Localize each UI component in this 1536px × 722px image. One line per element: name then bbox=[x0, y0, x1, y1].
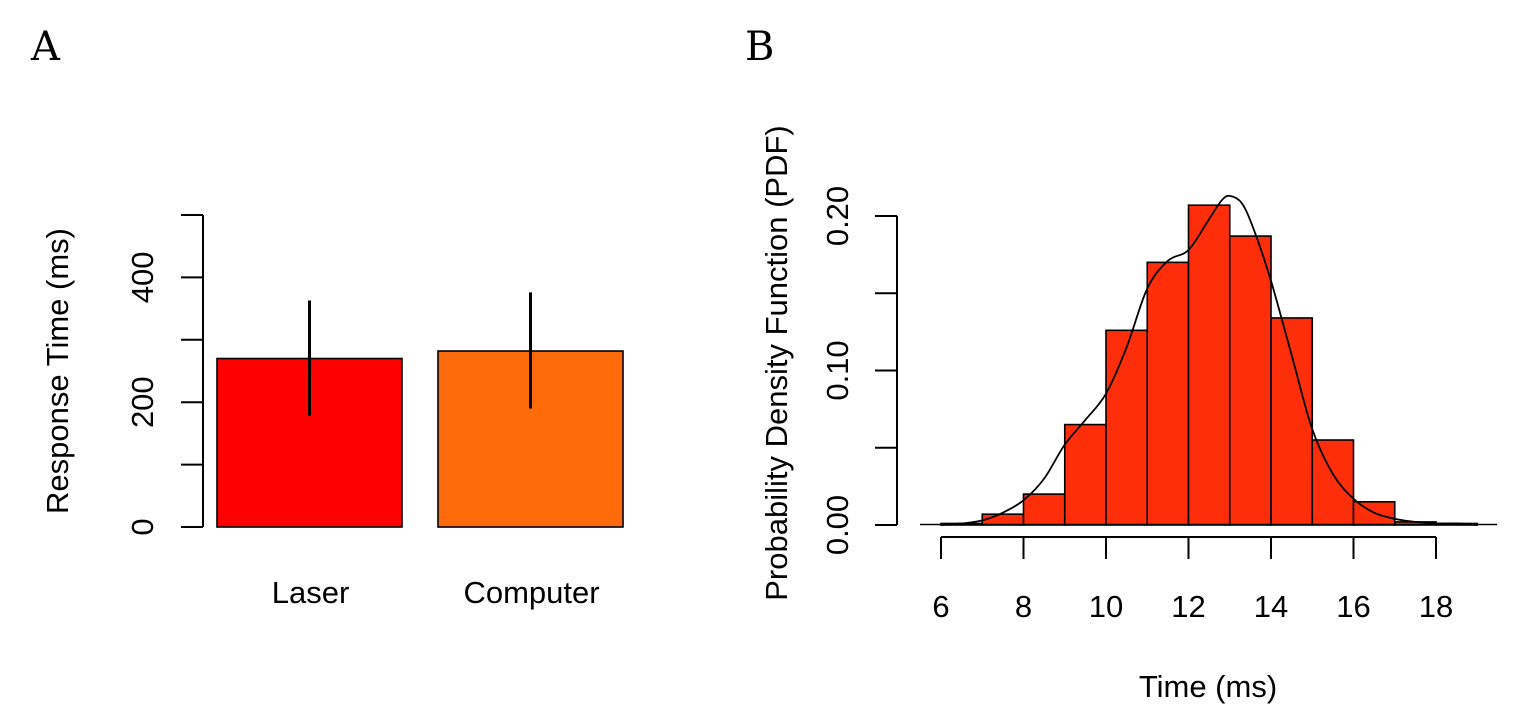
panel-b-y-tick-label: 0.10 bbox=[820, 340, 855, 400]
panel-b-histogram-bars bbox=[940, 204, 1479, 526]
panel-b-density-curve bbox=[940, 194, 1478, 526]
panel-b-histogram-bar bbox=[1187, 204, 1231, 526]
panel-b-histogram-bar bbox=[1311, 439, 1355, 526]
panel-a-category-labels: Laser Computer bbox=[272, 575, 600, 610]
panel-b-histogram-bar bbox=[1022, 493, 1066, 526]
panel-a-y-tick-label: 400 bbox=[125, 252, 160, 304]
panel-b-x-tick-label: 14 bbox=[1254, 589, 1288, 624]
panel-a-y-ticks: 0 200 400 bbox=[125, 214, 203, 536]
panel-b-x-tick-label: 10 bbox=[1089, 589, 1123, 624]
panel-a-category-label: Laser bbox=[272, 575, 350, 610]
panel-b-x-tick-label: 8 bbox=[1015, 589, 1032, 624]
panel-b-x-tick-label: 12 bbox=[1171, 589, 1205, 624]
panel-a-letter: A bbox=[30, 24, 61, 70]
panel-b-histogram-bar bbox=[1105, 329, 1149, 526]
panel-b-y-ticks: 0.00 0.10 0.20 bbox=[820, 186, 897, 555]
panel-b-histogram-bar bbox=[981, 513, 1025, 526]
panel-b-x-axis-title: Time (ms) bbox=[1139, 669, 1277, 704]
panel-b-pdf-histogram: B 0.00 0.10 0.20 6 8 10 12 14 16 18 Probability … bbox=[745, 24, 1497, 704]
panel-b-histogram-bar bbox=[1063, 423, 1107, 526]
panel-b-x-tick-label: 18 bbox=[1419, 589, 1453, 624]
panel-a-y-axis-title: Response Time (ms) bbox=[40, 228, 75, 514]
panel-a-category-label: Computer bbox=[463, 575, 599, 610]
panel-b-x-tick-label: 6 bbox=[932, 589, 949, 624]
panel-b-y-tick-label: 0.00 bbox=[820, 495, 855, 555]
panel-a-y-tick-label: 200 bbox=[125, 376, 160, 428]
panel-b-histogram-bar bbox=[1270, 317, 1314, 526]
panel-a-y-tick-label: 0 bbox=[125, 518, 160, 535]
panel-b-y-axis-title: Probability Density Function (PDF) bbox=[759, 125, 794, 601]
panel-a-response-time-chart: A 0 200 400 Laser Computer Response Time (m… bbox=[30, 24, 624, 610]
panel-a-error-bars bbox=[308, 292, 532, 416]
panel-b-x-tick-label: 16 bbox=[1336, 589, 1370, 624]
panel-b-letter: B bbox=[745, 24, 774, 70]
panel-b-x-ticks: 6 8 10 12 14 16 18 bbox=[932, 537, 1453, 624]
panel-b-histogram-bar bbox=[1146, 261, 1190, 526]
panel-b-y-tick-label: 0.20 bbox=[820, 186, 855, 246]
panel-a-bars bbox=[216, 350, 624, 528]
panel-b-histogram-bar bbox=[1228, 235, 1272, 526]
